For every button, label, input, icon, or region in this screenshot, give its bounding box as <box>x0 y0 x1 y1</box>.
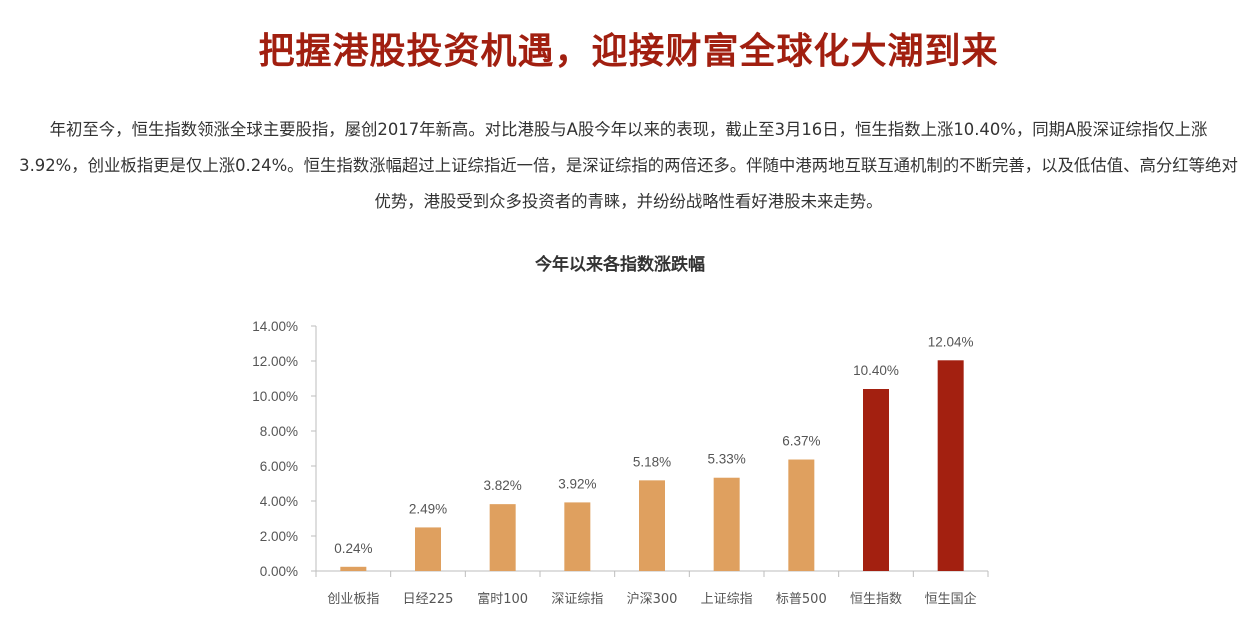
y-tick-label: 6.00% <box>260 459 298 474</box>
bar-4 <box>564 502 591 571</box>
bar-7 <box>788 459 815 571</box>
data-label-9: 12.04% <box>928 334 974 349</box>
category-label-7: 标普500 <box>776 592 827 607</box>
data-label-6: 5.33% <box>708 452 746 467</box>
data-label-1: 0.24% <box>334 541 372 556</box>
bars <box>340 360 964 571</box>
bar-1 <box>340 566 367 571</box>
article-headline: 把握港股投资机遇，迎接财富全球化大潮到来 <box>258 30 999 72</box>
y-tick-label: 0.00% <box>260 564 298 579</box>
category-label-4: 深证综指 <box>551 592 603 607</box>
category-label-9: 恒生国企 <box>925 591 977 607</box>
x-axis: 创业板指 日经225 富时100 深证综指 沪深300 上证综指 标普500 恒生指数 恒生国企 <box>315 570 989 607</box>
bar-2 <box>415 527 441 571</box>
category-label-5: 沪深300 <box>627 591 678 607</box>
category-label-1: 创业板指 <box>327 592 379 607</box>
category-label-2: 日经225 <box>403 592 454 607</box>
category-label-3: 富时100 <box>477 591 528 607</box>
y-tick-label: 14.00% <box>252 319 298 334</box>
category-label-6: 上证综指 <box>701 592 753 607</box>
y-tick-label: 12.00% <box>252 354 298 369</box>
bar-9 <box>937 360 964 571</box>
y-tick-label: 10.00% <box>252 389 298 404</box>
data-label-7: 6.37% <box>782 434 820 449</box>
bar-3 <box>489 504 516 571</box>
bar-6 <box>713 477 740 571</box>
category-label-8: 恒生指数 <box>850 592 902 607</box>
bar-8 <box>863 389 889 571</box>
data-labels: 0.24% 2.49% 3.82% 3.92% 5.18% 5.33% 6.37% 10.40… <box>334 334 973 556</box>
data-label-8: 10.40% <box>853 363 899 378</box>
article-intro: 年初至今，恒生指数领涨全球主要股指，屡创2017年新高。对比港股与A股今年以来的… <box>19 120 1238 211</box>
data-label-4: 3.92% <box>558 476 596 491</box>
data-label-2: 2.49% <box>409 501 447 516</box>
chart-title: 今年以来各指数涨跌幅 <box>535 255 705 275</box>
data-label-5: 5.18% <box>633 454 671 469</box>
y-tick-label: 8.00% <box>260 424 298 439</box>
y-tick-label: 2.00% <box>260 529 298 544</box>
data-label-3: 3.82% <box>484 478 522 493</box>
y-tick-label: 4.00% <box>260 494 298 509</box>
y-axis: 0.00% 2.00% 4.00% 6.00% 8.00% 10.00% 12.00% 14.… <box>252 319 317 579</box>
bar-5 <box>639 480 665 571</box>
